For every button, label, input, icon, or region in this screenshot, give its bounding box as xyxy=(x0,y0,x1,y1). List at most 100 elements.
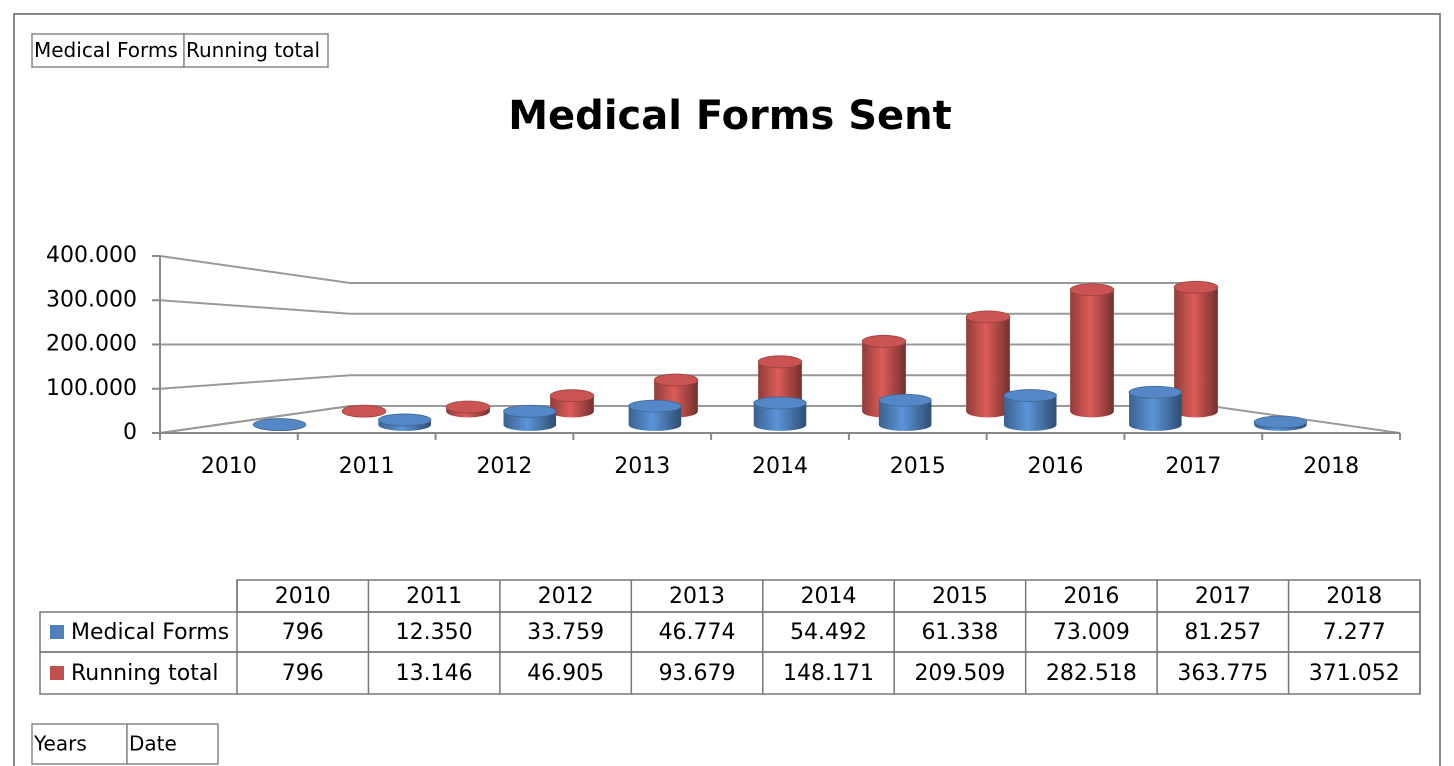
table-value: 93.679 xyxy=(659,661,736,686)
y-tick-label: 400.000 xyxy=(46,243,137,268)
cylinder xyxy=(1253,415,1308,431)
table-header: 2015 xyxy=(932,584,988,609)
legend-swatch xyxy=(50,625,64,639)
table-value: 81.257 xyxy=(1184,620,1261,645)
table-value: 54.492 xyxy=(790,620,867,645)
cylinder xyxy=(377,413,432,431)
table-value: 46.905 xyxy=(527,661,604,686)
cylinder-top xyxy=(445,400,491,414)
cylinder xyxy=(1173,280,1219,418)
y-tick-label: 100.000 xyxy=(46,376,137,401)
legend-label: Medical Forms xyxy=(71,620,229,645)
table-value: 73.009 xyxy=(1053,620,1130,645)
cylinder-body xyxy=(878,400,932,431)
legend-label: Running total xyxy=(71,661,218,686)
field-button-label: Date xyxy=(129,732,177,756)
field-button xyxy=(126,723,219,765)
cylinder-top xyxy=(1173,280,1219,294)
cylinder-body xyxy=(966,316,1010,418)
cylinder xyxy=(252,418,307,431)
cylinder-body xyxy=(1070,289,1114,418)
table-value: 209.509 xyxy=(914,661,1005,686)
cylinder-top xyxy=(1128,385,1183,399)
cylinder-top xyxy=(1003,389,1057,402)
cylinder-body xyxy=(753,402,807,431)
cylinder-top xyxy=(965,310,1011,324)
x-tick-label: 2016 xyxy=(1028,454,1084,479)
cylinder-top xyxy=(1253,415,1308,429)
field-button-label: Medical Forms xyxy=(34,38,178,62)
cylinder-top xyxy=(377,413,432,427)
table-value: 371.052 xyxy=(1309,661,1400,686)
table-header: 2017 xyxy=(1195,584,1251,609)
table-value: 61.338 xyxy=(921,620,998,645)
table-value: 363.775 xyxy=(1177,661,1268,686)
cylinder-top xyxy=(1069,283,1115,297)
table-header: 2011 xyxy=(406,584,462,609)
cylinder xyxy=(503,404,557,431)
cylinder xyxy=(1128,385,1183,431)
table-value: 148.171 xyxy=(783,661,874,686)
y-tick-label: 0 xyxy=(123,420,137,445)
chart-title: Medical Forms Sent xyxy=(508,93,951,139)
x-tick-label: 2013 xyxy=(614,454,670,479)
table-header: 2012 xyxy=(538,584,594,609)
cylinder xyxy=(965,310,1011,418)
cylinder-top xyxy=(503,404,557,418)
cylinder xyxy=(1069,283,1115,418)
cylinder xyxy=(445,400,491,418)
table-value: 46.774 xyxy=(659,620,736,645)
table-value: 796 xyxy=(282,620,324,645)
x-tick-label: 2010 xyxy=(201,454,257,479)
cylinder-top xyxy=(252,418,307,431)
table-value: 13.146 xyxy=(396,661,473,686)
x-tick-label: 2014 xyxy=(752,454,808,479)
table-value: 33.759 xyxy=(527,620,604,645)
cylinder xyxy=(549,389,595,418)
table-header: 2010 xyxy=(275,584,331,609)
field-button xyxy=(183,33,329,68)
field-button xyxy=(31,723,128,765)
cylinder-body xyxy=(1003,395,1057,431)
table-value: 282.518 xyxy=(1046,661,1137,686)
grid-line xyxy=(159,374,1210,390)
table-header: 2016 xyxy=(1063,584,1119,609)
y-tick-label: 300.000 xyxy=(46,287,137,312)
x-tick-label: 2011 xyxy=(339,454,395,479)
table-header: 2018 xyxy=(1326,584,1382,609)
table-value: 7.277 xyxy=(1323,620,1386,645)
cylinder xyxy=(878,393,932,431)
cylinder-top xyxy=(549,389,595,403)
cylinder-top xyxy=(628,399,682,413)
table-header-row xyxy=(236,579,1421,613)
table-header: 2014 xyxy=(801,584,857,609)
cylinder xyxy=(1003,389,1057,431)
cylinder xyxy=(753,396,807,431)
x-tick-label: 2018 xyxy=(1303,454,1359,479)
x-tick-label: 2015 xyxy=(890,454,946,479)
table-header: 2013 xyxy=(669,584,725,609)
cylinder-top xyxy=(861,334,907,348)
table-value: 796 xyxy=(282,661,324,686)
table-value: 12.350 xyxy=(396,620,473,645)
chart-border xyxy=(13,13,1441,766)
cylinder-top xyxy=(878,393,932,407)
cylinder-top xyxy=(653,373,699,387)
cylinder-body xyxy=(1174,287,1218,418)
grid-line xyxy=(159,255,1210,284)
cylinder xyxy=(341,404,387,418)
cylinder-body xyxy=(1129,392,1182,431)
x-tick-label: 2012 xyxy=(476,454,532,479)
x-tick-label: 2017 xyxy=(1165,454,1221,479)
cylinder-top xyxy=(757,355,803,369)
field-button-label: Running total xyxy=(186,38,320,62)
y-tick-label: 200.000 xyxy=(46,332,137,357)
cylinder-body xyxy=(628,406,682,431)
grid-line xyxy=(159,299,1210,315)
cylinder-top xyxy=(341,404,387,418)
cylinder-top xyxy=(753,396,807,410)
cylinder xyxy=(628,399,682,431)
legend-swatch xyxy=(50,666,64,680)
field-button-label: Years xyxy=(33,732,87,756)
